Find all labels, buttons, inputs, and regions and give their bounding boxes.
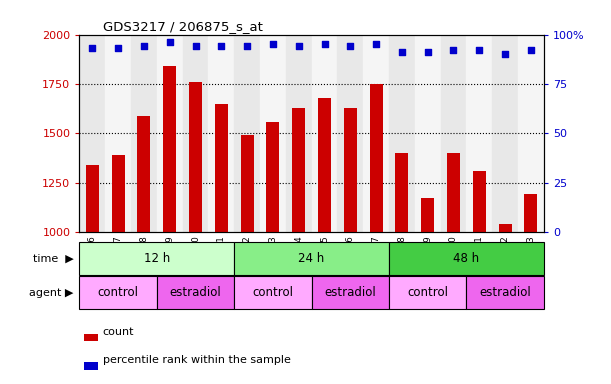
- Bar: [208, 35, 234, 232]
- Text: 48 h: 48 h: [453, 252, 480, 265]
- Bar: [131, 35, 157, 232]
- Bar: [473, 171, 486, 232]
- Bar: [157, 35, 183, 232]
- Text: agent ▶: agent ▶: [29, 288, 73, 298]
- Bar: [518, 35, 544, 232]
- Bar: [312, 35, 337, 232]
- Text: 12 h: 12 h: [144, 252, 170, 265]
- Bar: [441, 35, 466, 232]
- Bar: [189, 82, 202, 232]
- Point: [242, 43, 252, 50]
- Text: GDS3217 / 206875_s_at: GDS3217 / 206875_s_at: [103, 20, 263, 33]
- Point: [113, 45, 123, 51]
- Bar: [370, 84, 382, 232]
- Bar: [492, 35, 518, 232]
- Point: [268, 41, 278, 48]
- Point: [371, 41, 381, 48]
- Text: 24 h: 24 h: [299, 252, 324, 265]
- Bar: [344, 108, 357, 232]
- Bar: [389, 35, 415, 232]
- Text: time  ▶: time ▶: [32, 253, 73, 263]
- Bar: [234, 276, 312, 309]
- Bar: [389, 276, 466, 309]
- Bar: [318, 98, 331, 232]
- Bar: [157, 276, 234, 309]
- Point: [191, 43, 200, 50]
- Bar: [137, 116, 150, 232]
- Text: control: control: [98, 286, 139, 299]
- Bar: [105, 35, 131, 232]
- Bar: [421, 198, 434, 232]
- Bar: [466, 35, 492, 232]
- Point: [448, 47, 458, 53]
- Bar: [466, 276, 544, 309]
- Point: [500, 51, 510, 58]
- Bar: [112, 155, 125, 232]
- Bar: [337, 35, 363, 232]
- Point: [423, 49, 433, 55]
- Bar: [524, 194, 537, 232]
- Bar: [79, 35, 105, 232]
- Bar: [286, 35, 312, 232]
- Bar: [292, 108, 305, 232]
- Point: [397, 49, 407, 55]
- Bar: [363, 35, 389, 232]
- Point: [345, 43, 355, 50]
- Bar: [260, 35, 286, 232]
- Bar: [215, 104, 228, 232]
- Bar: [266, 122, 279, 232]
- Point: [526, 47, 536, 53]
- Point: [474, 47, 484, 53]
- Text: estradiol: estradiol: [479, 286, 531, 299]
- Text: control: control: [252, 286, 293, 299]
- Text: estradiol: estradiol: [324, 286, 376, 299]
- Bar: [499, 224, 511, 232]
- Point: [320, 41, 329, 48]
- Bar: [234, 35, 260, 232]
- Bar: [79, 276, 157, 309]
- Bar: [389, 242, 544, 275]
- Point: [165, 40, 175, 46]
- Bar: [312, 276, 389, 309]
- Text: estradiol: estradiol: [170, 286, 221, 299]
- Text: control: control: [407, 286, 448, 299]
- Bar: [84, 362, 98, 370]
- Point: [139, 43, 149, 50]
- Text: count: count: [103, 327, 134, 337]
- Bar: [163, 66, 176, 232]
- Point: [87, 45, 97, 51]
- Bar: [447, 153, 460, 232]
- Bar: [395, 153, 408, 232]
- Bar: [183, 35, 208, 232]
- Bar: [86, 165, 99, 232]
- Bar: [234, 242, 389, 275]
- Bar: [415, 35, 441, 232]
- Point: [216, 43, 226, 50]
- Bar: [84, 334, 98, 341]
- Bar: [241, 136, 254, 232]
- Point: [294, 43, 304, 50]
- Bar: [79, 242, 234, 275]
- Text: percentile rank within the sample: percentile rank within the sample: [103, 356, 290, 366]
